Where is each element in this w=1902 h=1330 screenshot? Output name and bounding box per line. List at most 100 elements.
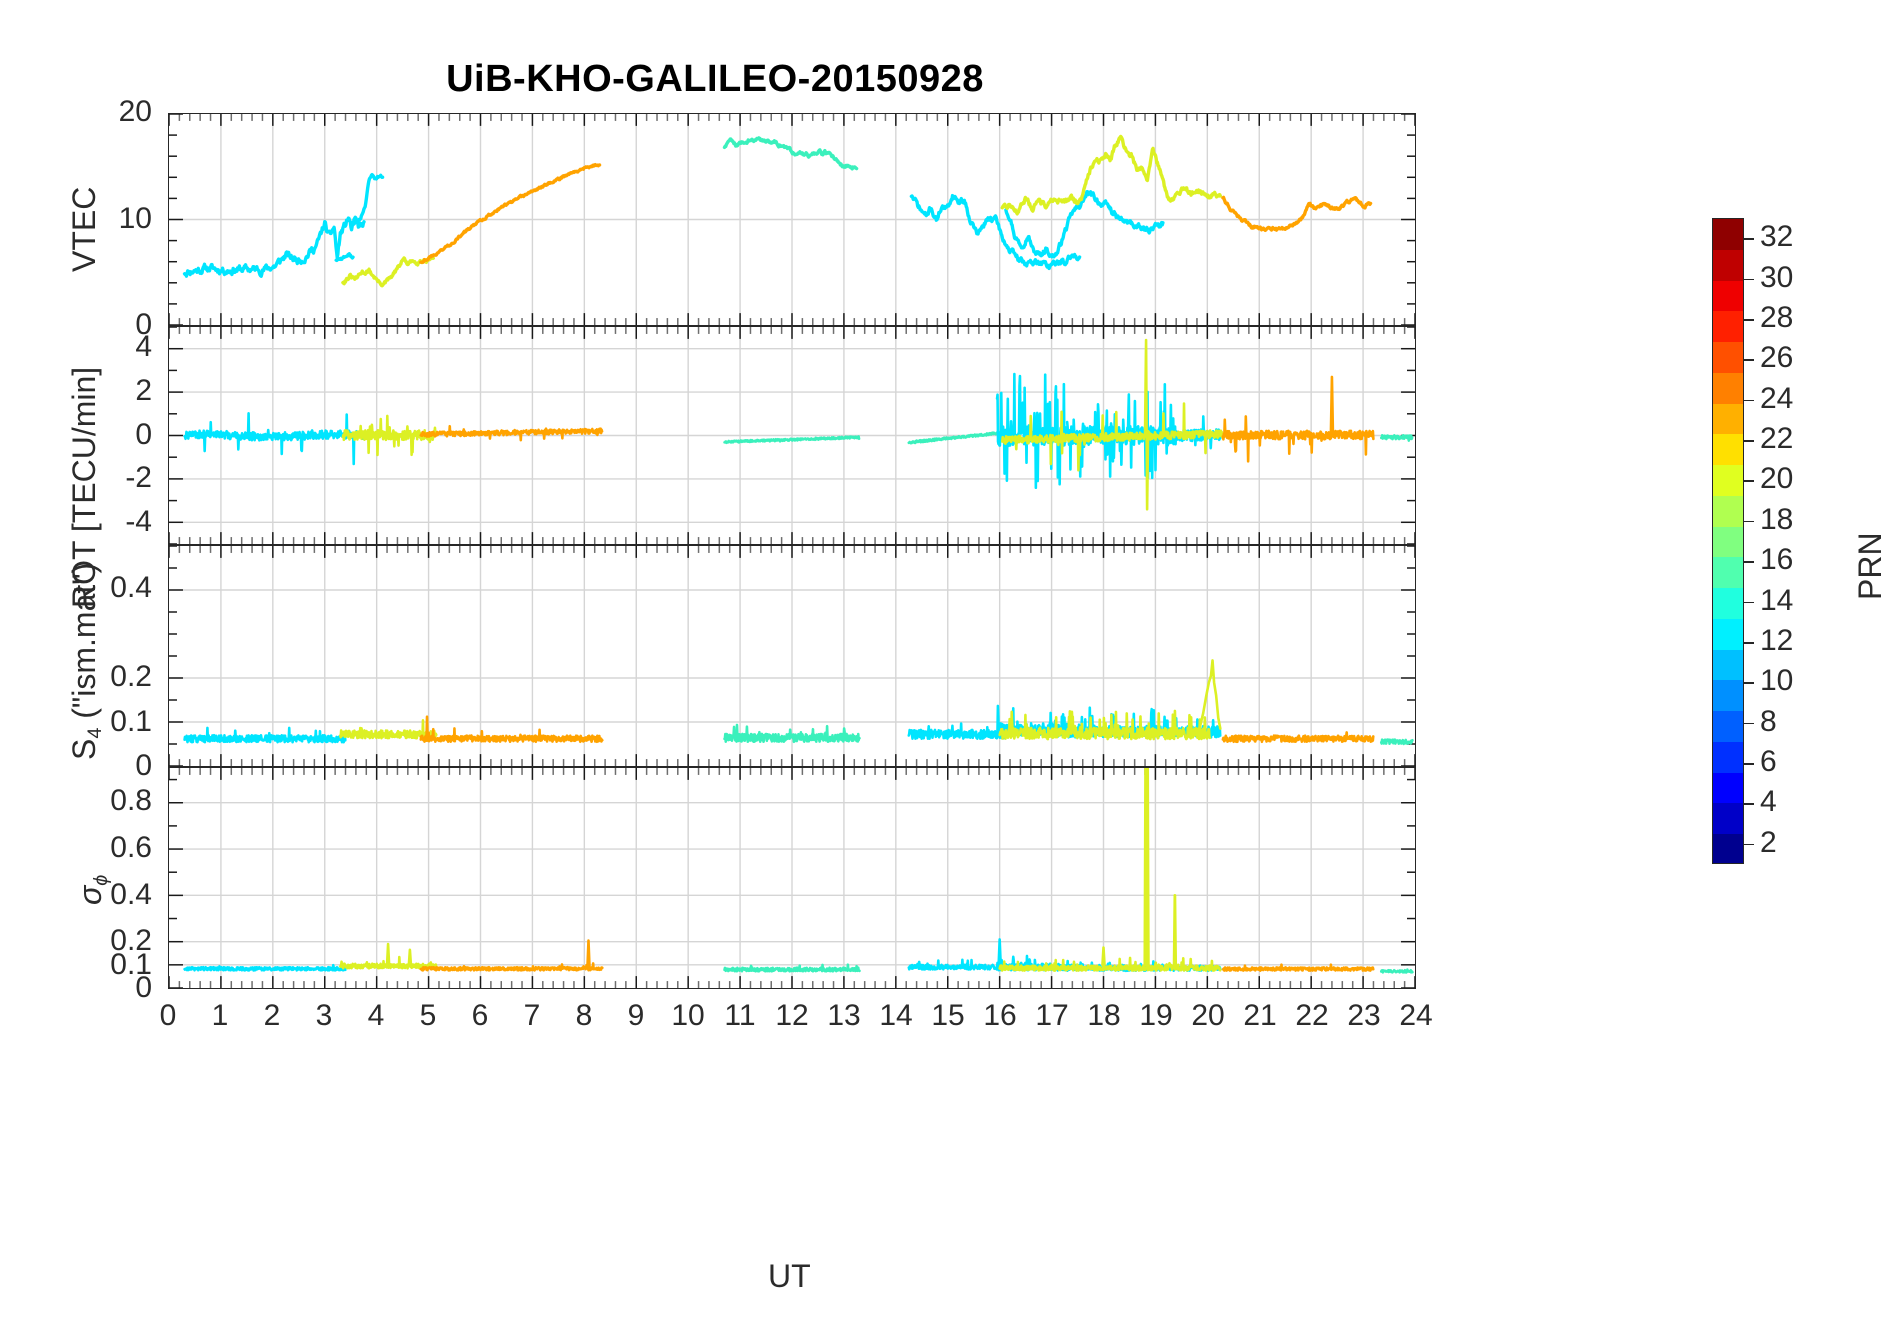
xtick-5: 5 xyxy=(419,999,437,1032)
colorbar-segment xyxy=(1713,219,1743,250)
ytick-rot-2: 0 xyxy=(135,417,152,451)
colorbar-label-6: 6 xyxy=(1760,745,1777,779)
xtick-8: 8 xyxy=(575,999,593,1032)
ytick-vtec-2: 20 xyxy=(118,95,152,128)
colorbar-label-10: 10 xyxy=(1760,664,1794,698)
colorbar-tick xyxy=(1744,803,1754,806)
colorbar-segment xyxy=(1713,342,1743,373)
ytick-sigma-0: 0 xyxy=(135,971,152,1004)
ytick-rot-4: 4 xyxy=(135,329,152,363)
ylabel-sigma-main: σ xyxy=(72,885,108,905)
ytick-sigma-5: 0.8 xyxy=(110,784,152,818)
xtick-4: 4 xyxy=(367,999,385,1032)
xtick-10: 10 xyxy=(671,999,705,1032)
ytick-s4-0: 0 xyxy=(135,749,152,782)
colorbar-label-32: 32 xyxy=(1760,220,1794,254)
colorbar-tick xyxy=(1744,641,1754,644)
colorbar-segment xyxy=(1713,803,1743,834)
colorbar-tick xyxy=(1744,843,1754,846)
colorbar-tick xyxy=(1744,278,1754,281)
colorbar-label-4: 4 xyxy=(1760,785,1777,819)
ylabel-s4-rest: ("ism.mat") xyxy=(66,562,102,728)
ylabel-sigma-phi: σϕ xyxy=(72,875,113,905)
colorbar-tick xyxy=(1744,399,1754,402)
figure-title: UiB-KHO-GALILEO-20150928 xyxy=(446,58,984,100)
colorbar-title: PRN xyxy=(1852,532,1888,600)
colorbar-label-14: 14 xyxy=(1760,583,1794,617)
ytick-sigma-4: 0.6 xyxy=(110,830,152,864)
panel-rot xyxy=(168,326,1416,545)
colorbar-segment xyxy=(1713,311,1743,342)
ytick-sigma-2: 0.2 xyxy=(110,924,152,958)
colorbar-segment xyxy=(1713,557,1743,588)
xtick-17: 17 xyxy=(1035,999,1069,1032)
colorbar-segment xyxy=(1713,434,1743,465)
ytick-rot-0: -4 xyxy=(125,505,152,539)
panel-sigma-phi xyxy=(168,767,1416,989)
colorbar-segment xyxy=(1713,588,1743,619)
xtick-3: 3 xyxy=(315,999,333,1032)
colorbar-label-18: 18 xyxy=(1760,502,1794,536)
colorbar-label-8: 8 xyxy=(1760,704,1777,738)
xtick-16: 16 xyxy=(983,999,1017,1032)
xtick-21: 21 xyxy=(1243,999,1277,1032)
colorbar-segment xyxy=(1713,618,1743,650)
xtick-23: 23 xyxy=(1347,999,1381,1032)
colorbar-segment xyxy=(1713,249,1743,281)
colorbar-tick xyxy=(1744,480,1754,483)
colorbar-segment xyxy=(1713,372,1743,404)
panel-vtec xyxy=(168,113,1416,326)
colorbar-label-28: 28 xyxy=(1760,300,1794,334)
xtick-20: 20 xyxy=(1191,999,1225,1032)
ytick-sigma-3: 0.4 xyxy=(110,877,152,911)
xtick-24: 24 xyxy=(1399,999,1433,1032)
ytick-rot-1: -2 xyxy=(125,461,152,495)
colorbar-tick xyxy=(1744,601,1754,604)
colorbar-tick xyxy=(1744,722,1754,725)
xtick-6: 6 xyxy=(471,999,489,1032)
colorbar-tick xyxy=(1744,520,1754,523)
xtick-22: 22 xyxy=(1295,999,1329,1032)
colorbar-tick xyxy=(1744,763,1754,765)
ytick-rot-3: 2 xyxy=(135,373,152,407)
ylabel-vtec: VTEC xyxy=(66,186,102,272)
ytick-sigma-1: 0.1 xyxy=(110,947,152,981)
xtick-11: 11 xyxy=(724,999,756,1032)
ytick-s4-2: 0.2 xyxy=(110,660,152,694)
colorbar-label-20: 20 xyxy=(1760,462,1794,496)
ytick-s4-1: 0.1 xyxy=(110,704,152,738)
ytick-vtec-0: 0 xyxy=(135,308,152,341)
colorbar-label-16: 16 xyxy=(1760,543,1794,577)
colorbar-segment xyxy=(1713,526,1743,558)
colorbar-tick xyxy=(1744,561,1754,563)
colorbar-segment xyxy=(1713,772,1743,804)
ytick-vtec-1: 10 xyxy=(118,201,152,235)
colorbar-tick xyxy=(1744,440,1754,442)
ylabel-s4-main: S xyxy=(66,738,102,760)
xtick-2: 2 xyxy=(263,999,281,1032)
colorbar-tick xyxy=(1744,682,1754,684)
xtick-19: 19 xyxy=(1139,999,1173,1032)
colorbar-label-22: 22 xyxy=(1760,422,1794,456)
colorbar-tick xyxy=(1744,359,1754,361)
colorbar-segment xyxy=(1713,741,1743,773)
panel-s4 xyxy=(168,545,1416,767)
xtick-7: 7 xyxy=(523,999,541,1032)
colorbar-segment xyxy=(1713,495,1743,527)
xtick-1: 1 xyxy=(211,999,229,1032)
colorbar-tick xyxy=(1744,238,1754,240)
colorbar-segment xyxy=(1713,403,1743,435)
colorbar[interactable] xyxy=(1712,218,1744,864)
colorbar-tick xyxy=(1744,318,1754,321)
ylabel-s4: S4 ("ism.mat") xyxy=(66,563,107,760)
colorbar-segment xyxy=(1713,649,1743,681)
colorbar-segment xyxy=(1713,680,1743,711)
xtick-15: 15 xyxy=(931,999,965,1032)
colorbar-segment xyxy=(1713,711,1743,742)
xtick-9: 9 xyxy=(627,999,645,1032)
xlabel: UT xyxy=(768,1258,811,1294)
colorbar-label-26: 26 xyxy=(1760,341,1794,375)
ytick-s4-3: 0.4 xyxy=(110,571,152,605)
xtick-0: 0 xyxy=(159,999,177,1032)
colorbar-segment xyxy=(1713,834,1743,863)
